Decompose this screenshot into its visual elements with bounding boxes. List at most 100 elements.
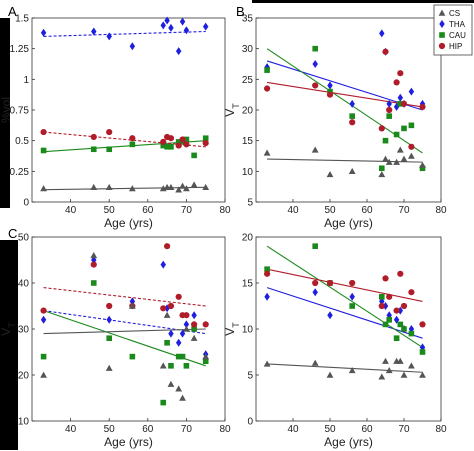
point-tha (91, 27, 97, 36)
point-hip (179, 136, 186, 143)
point-tha (386, 99, 392, 108)
panel-2: 40 50 60 70 80 5 10 15 20 25 30 35 Age (yrs) VT (223, 14, 447, 231)
point-hip (90, 261, 97, 268)
y-tick-label: 30 (18, 325, 30, 336)
point-cau (401, 326, 407, 332)
point-hip (183, 312, 190, 319)
point-tha (191, 311, 197, 320)
point-hip (160, 138, 167, 145)
point-cs (348, 167, 356, 175)
point-cau (129, 353, 136, 360)
trend-line-hip (266, 268, 423, 302)
point-tha (379, 29, 385, 38)
point-hip (312, 279, 319, 287)
point-cs (190, 334, 198, 341)
point-tha (175, 338, 182, 347)
point-cau (106, 335, 112, 341)
point-hip (183, 141, 190, 148)
point-cau (419, 165, 426, 172)
panel-letter-b: B (236, 4, 245, 19)
point-cau (40, 147, 47, 154)
point-cs (167, 380, 175, 387)
x-tick-label: 60 (142, 424, 154, 435)
legend: CS THA CAU HIP (433, 4, 473, 56)
point-cs (408, 152, 415, 159)
y-tick-label: 50 (18, 233, 30, 244)
point-cs (393, 158, 400, 165)
point-cs (179, 182, 186, 189)
point-cs (400, 371, 408, 378)
point-hip (400, 100, 408, 107)
legend-label-cau: CAU (449, 31, 466, 40)
point-cau (183, 136, 190, 143)
point-cs (175, 385, 183, 392)
point-cau (386, 317, 392, 323)
x-tick-label: 60 (361, 424, 373, 435)
point-cs (128, 185, 136, 192)
legend-marker-cs (438, 9, 446, 16)
point-cau (160, 399, 167, 406)
point-cs (128, 302, 136, 309)
left-dark-bar-top (0, 18, 10, 208)
point-cs (183, 185, 190, 192)
x-tick-label: 50 (324, 205, 336, 216)
y-tick-label: 25 (242, 75, 254, 86)
y-tick-label: 1 (23, 75, 29, 86)
legend-label-cs: CS (449, 9, 460, 18)
point-cs (263, 360, 271, 367)
x-tick-label: 40 (65, 424, 77, 435)
point-cs (311, 359, 319, 366)
point-tha (393, 315, 400, 324)
point-hip (175, 293, 182, 300)
point-cau (106, 146, 112, 153)
point-cs (385, 367, 393, 374)
point-tha (40, 28, 47, 37)
trend-line-hip (267, 81, 423, 108)
point-cau (397, 101, 404, 107)
point-cau (264, 67, 270, 73)
point-cs (202, 353, 210, 360)
y-tick-label: 1.5 (15, 14, 29, 25)
point-tha (397, 93, 404, 102)
y-axis-label: %vol (0, 97, 13, 123)
point-tha (312, 288, 318, 297)
legend-marker-tha (439, 20, 445, 28)
y-tick-label: 0.75 (10, 106, 30, 117)
point-tha (160, 21, 166, 30)
point-cs (175, 186, 183, 193)
point-cs (311, 146, 319, 153)
point-hip (408, 289, 415, 296)
point-cs (396, 357, 404, 364)
x-axis-label: Age (yrs) (104, 216, 153, 230)
point-cau (168, 144, 174, 150)
point-hip (382, 48, 389, 55)
y-tick-label: 35 (242, 14, 254, 25)
point-hip (106, 128, 113, 136)
panel-1: 40 50 60 70 80 0 0.25 0.5 0.75 1 1.25 1.5 Age (yrs)%… (0, 14, 231, 231)
point-tha (168, 23, 174, 32)
point-cau (408, 122, 415, 129)
point-hip (419, 103, 426, 111)
y-tick-label: 40 (18, 279, 30, 290)
trend-line-tha (266, 287, 423, 339)
x-tick-label: 60 (361, 205, 373, 216)
point-hip (167, 302, 175, 310)
point-cau (312, 45, 318, 52)
x-tick-label: 40 (287, 205, 299, 216)
legend-marker-hip (438, 42, 446, 50)
y-tick-label: 5 (247, 371, 253, 382)
trend-line-hip (43, 287, 206, 307)
trend-line-tha (266, 60, 423, 111)
trend-line-cs (43, 328, 206, 335)
panel-letter-c: C (8, 226, 17, 241)
y-tick-label: 0 (23, 198, 29, 209)
y-tick-label: 20 (242, 233, 254, 244)
point-cs (400, 155, 408, 162)
panel-4: 40 50 60 70 80 0 5 10 15 20 Age (yrs) VT (223, 233, 447, 450)
point-tha (408, 87, 415, 96)
point-tha (179, 17, 186, 26)
point-cau (40, 353, 47, 360)
point-cs (105, 183, 113, 190)
point-cs (179, 394, 186, 401)
point-hip (386, 106, 393, 114)
